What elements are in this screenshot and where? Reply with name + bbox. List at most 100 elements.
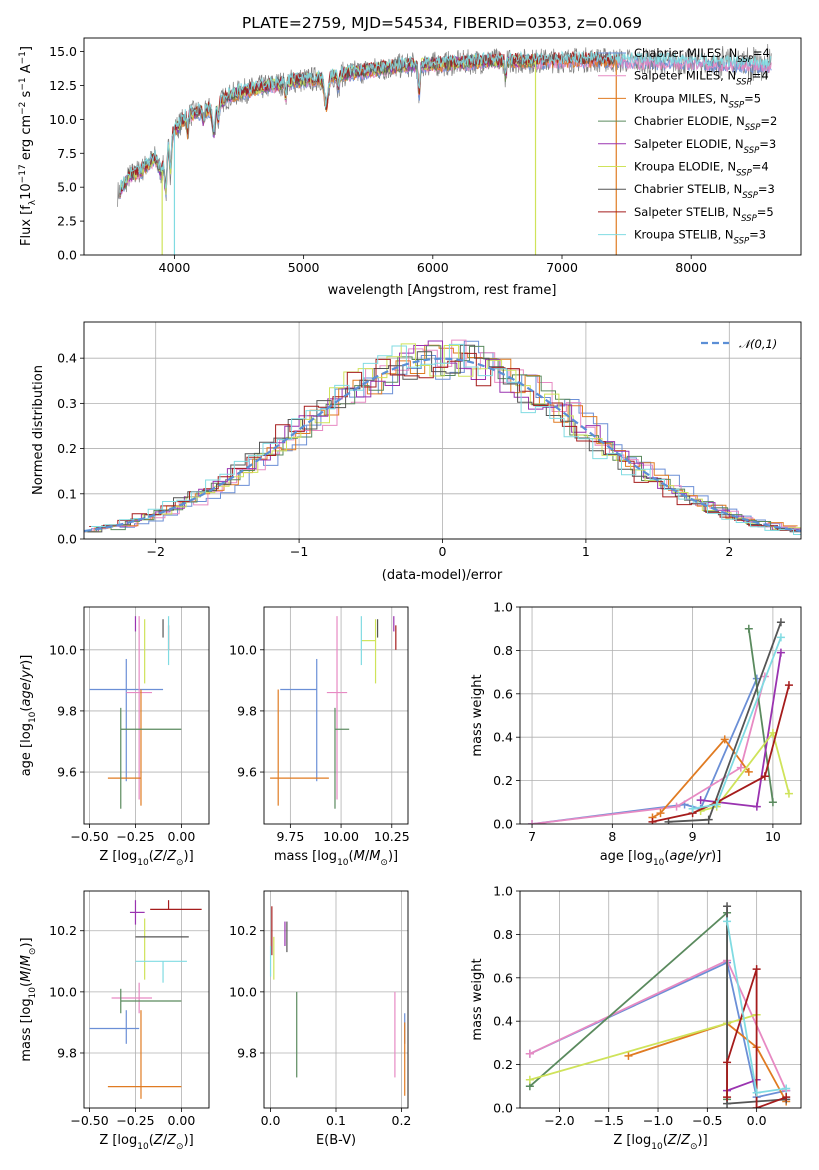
x-tick-label: −2.0	[544, 1113, 574, 1128]
residuals-plot-area	[84, 339, 801, 535]
weight_vs_Z-frame	[519, 890, 802, 1109]
x-tick-label: 5000	[288, 260, 320, 275]
weight-marker	[672, 802, 681, 811]
x-tick-label: −0.50	[70, 829, 108, 844]
x-tick-label: 0.0	[261, 1113, 281, 1128]
weight-marker	[723, 917, 732, 926]
y-tick-label: 0.1	[57, 486, 77, 501]
weight-marker	[776, 648, 785, 657]
legend-label: Chabrier MILES, NSSP=4	[634, 46, 770, 65]
legend-label: Kroupa MILES, NSSP=5	[634, 91, 761, 110]
weight-marker	[624, 1051, 633, 1060]
y-tick-label: 9.8	[237, 703, 257, 718]
x-tick-label: 7000	[546, 260, 578, 275]
y-tick-label: 9.6	[237, 765, 257, 780]
x-tick-label: −1	[290, 544, 308, 559]
y-axis-label: mass weight	[470, 674, 485, 756]
x-axis-label: E(B-V)	[316, 1133, 356, 1148]
weight-marker	[712, 800, 721, 809]
x-tick-label: 0	[439, 544, 447, 559]
y-axis-label: mass weight	[470, 958, 485, 1040]
y-tick-label: 0.6	[493, 970, 513, 985]
mass_vs_Z-grid	[84, 891, 209, 1108]
weight-marker	[656, 809, 665, 818]
weight_vs_age-ticks: 7 8 9 10 0.0 0.2 0.4 0.6 0.8 1.0	[493, 600, 781, 845]
age_vs_mass-axes: 9.75 10.00 10.25 9.6 9.8 10.0 mass [log10(M/M⊙…	[229, 606, 410, 868]
weight-line-kroupa-elodie	[700, 730, 790, 812]
y-tick-label: 0.0	[57, 248, 77, 263]
y-tick-label: 5.0	[57, 180, 77, 195]
weight-marker	[784, 681, 793, 690]
x-tick-label: 8	[608, 829, 616, 844]
y-tick-label: 0.0	[57, 532, 77, 547]
weight-marker	[776, 618, 785, 627]
x-axis-label: Z [log10(Z/Z⊙)]	[99, 849, 193, 868]
y-tick-label: 2.5	[57, 214, 77, 229]
residual-legend: 𝒩(0,1)	[701, 337, 777, 351]
legend-label: Kroupa ELODIE, NSSP=4	[634, 160, 769, 179]
x-tick-label: 7	[528, 829, 536, 844]
weight-marker	[528, 820, 537, 824]
weight-marker	[720, 735, 729, 744]
y-tick-label: 1.0	[493, 884, 513, 899]
x-axis-label: mass [log10(M/M⊙)]	[274, 849, 398, 868]
legend-label: Kroupa STELIB, NSSP=3	[634, 228, 766, 247]
x-axis-label: wavelength [Angstrom, rest frame]	[328, 283, 557, 298]
weight-marker	[782, 1084, 791, 1093]
age_vs_Z-axes: −0.50 −0.25 0.00 9.6 9.8 10.0 Z [log10(Z/Z⊙)] a…	[19, 606, 210, 868]
weight-marker	[723, 1058, 732, 1067]
x-tick-label: 4000	[159, 260, 191, 275]
weight-marker	[723, 1093, 732, 1102]
residual-histogram-salpeter-miles	[84, 339, 796, 532]
x-tick-label: −0.5	[692, 1113, 722, 1128]
spectrum-legend: Chabrier MILES, NSSP=4 Salpeter MILES, NS…	[598, 46, 777, 247]
gaussian-curve	[84, 357, 801, 533]
x-axis-label: Z [log10(Z/Z⊙)]	[613, 1133, 707, 1152]
y-tick-label: 9.8	[57, 703, 77, 718]
y-axis-label: age [log10(age/yr)]	[19, 655, 38, 777]
y-tick-label: 10.2	[229, 923, 257, 938]
weight-marker	[760, 772, 769, 781]
mass_vs_ebv-frame	[263, 890, 409, 1109]
legend-label: Chabrier STELIB, NSSP=3	[634, 182, 775, 201]
weight-line-salpeter-elodie	[726, 1078, 757, 1092]
weight-line-chabrier-stelib	[668, 621, 782, 823]
weight-line-kroupa-miles	[628, 1022, 787, 1102]
x-tick-label: 0.00	[168, 829, 196, 844]
y-tick-label: 10.2	[49, 923, 77, 938]
weight_vs_age-axes: 7 8 9 10 0.0 0.2 0.4 0.6 0.8 1.0 age [log10(age/yr…	[470, 600, 802, 868]
x-tick-label: 10.00	[323, 829, 359, 844]
age_vs_mass-ticks: 9.75 10.00 10.25 9.6 9.8 10.0	[229, 642, 410, 844]
age_vs_Z-frame	[83, 606, 210, 825]
legend-label: Salpeter MILES, NSSP=4	[634, 69, 769, 88]
weight-marker	[752, 1088, 761, 1097]
y-tick-label: 1.0	[493, 600, 513, 615]
y-tick-label: 10.0	[49, 112, 77, 127]
weight-marker	[752, 1104, 761, 1108]
mass_vs_ebv-axes: 0.0 0.1 0.2 9.8 10.0 10.2 E(B-V)	[229, 890, 412, 1148]
x-tick-label: 9	[689, 829, 697, 844]
weight_vs_age-frame	[519, 606, 802, 825]
y-axis-label: Normed distribution	[31, 365, 46, 495]
model-line-kroupa-stelib	[119, 50, 772, 194]
legend-label: Salpeter STELIB, NSSP=5	[634, 205, 774, 224]
residual-histogram-kroupa-elodie	[85, 343, 801, 533]
weight-marker	[688, 804, 697, 813]
chart-title: PLATE=2759, MJD=54534, FIBERID=0353, z=0…	[242, 14, 642, 32]
age_vs_Z-grid	[84, 607, 209, 824]
y-tick-label: 0.4	[57, 351, 77, 366]
weight-line-kroupa-elodie	[529, 1013, 757, 1081]
residual-histogram-kroupa-stelib	[90, 343, 801, 535]
x-tick-label: −0.25	[116, 1113, 154, 1128]
x-tick-label: 10.25	[374, 829, 410, 844]
weight-marker	[744, 624, 753, 633]
x-tick-label: 8000	[675, 260, 707, 275]
y-tick-label: 0.6	[493, 686, 513, 701]
x-tick-label: 0.2	[392, 1113, 412, 1128]
y-tick-label: 0.8	[493, 643, 513, 658]
x-tick-label: 0.0	[747, 1113, 767, 1128]
weight-marker	[784, 789, 793, 798]
weight-marker	[696, 796, 705, 805]
x-tick-label: −1.0	[643, 1113, 673, 1128]
